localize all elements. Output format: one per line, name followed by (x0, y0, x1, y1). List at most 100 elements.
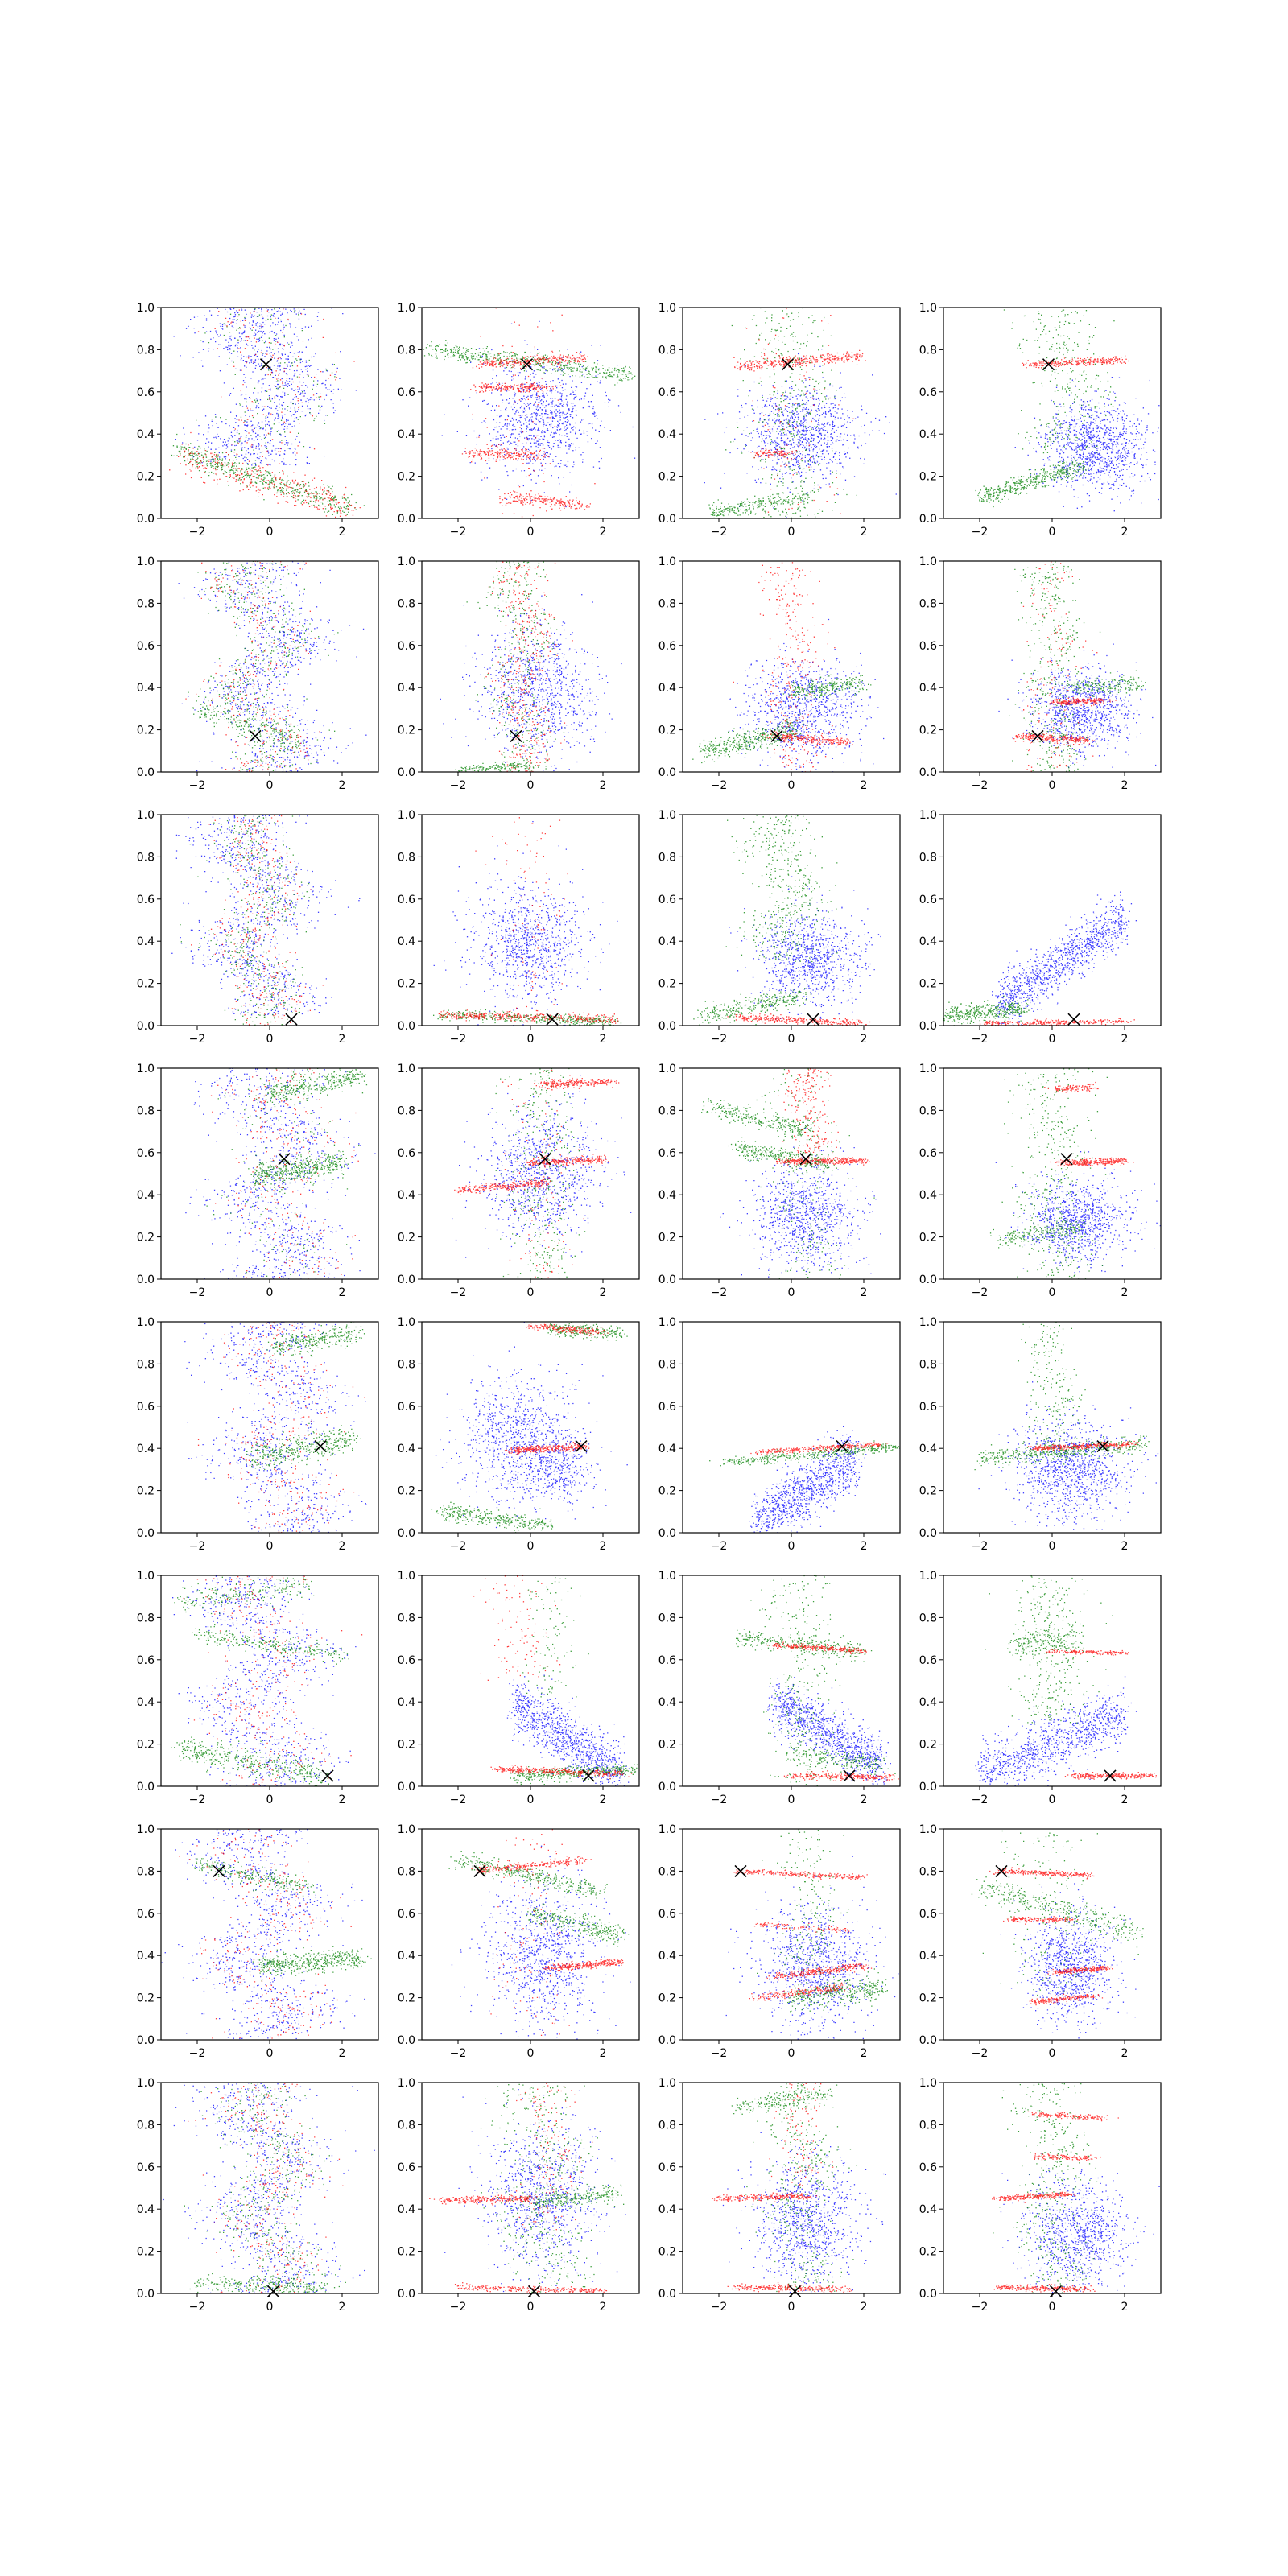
y-tick-label: 0.0 (658, 1274, 676, 1286)
axes-frame (943, 2082, 1162, 2294)
marker-x (799, 1153, 812, 1166)
scatter-series-ff0000 (185, 561, 320, 772)
scatter-series-008000 (692, 674, 872, 764)
y-tick-label: 1.0 (137, 1316, 155, 1329)
x-tick-label: −2 (450, 1794, 467, 1806)
y-tick-label: 0.2 (658, 1739, 676, 1752)
scatter-points (452, 1068, 632, 1279)
y-tick-label: 1.0 (658, 555, 676, 568)
y-tick-label: 0.2 (919, 471, 937, 484)
y-tick-label: 0.8 (137, 1358, 155, 1371)
marker-x (575, 1440, 588, 1453)
x-tick-label: −2 (189, 526, 206, 539)
x-tick-label: −2 (711, 1286, 728, 1299)
x-tick-label: 2 (339, 1286, 346, 1299)
scatter-points (998, 561, 1157, 772)
x-tick-label: 2 (861, 2047, 868, 2060)
scatter-series-008000 (510, 1576, 638, 1785)
scatter-series-008000 (423, 340, 636, 386)
y-tick-label: 1.0 (919, 1570, 937, 1583)
subplot-r1-c3: −2 0 2 0.0 0.2 0.4 0.6 0.8 1.0 (658, 302, 901, 539)
x-tick-label: 2 (1121, 1286, 1129, 1299)
subplot-r6-c3: −2 0 2 0.0 0.2 0.4 0.6 0.8 1.0 (658, 1570, 901, 1806)
x-tick-label: 2 (1121, 526, 1129, 539)
scatter-series-0000ff (452, 1075, 632, 1258)
scatter-series-ff0000 (767, 1641, 899, 1782)
subplot-r7-c2: −2 0 2 0.0 0.2 0.4 0.6 0.8 1.0 (398, 1823, 640, 2060)
x-tick-label: 2 (600, 1033, 607, 1046)
y-tick-label: 0.4 (398, 1443, 415, 1455)
scatter-series-008000 (736, 1575, 896, 1786)
y-tick-label: 0.2 (398, 2246, 415, 2259)
subplot-r3-c3: −2 0 2 0.0 0.2 0.4 0.6 0.8 1.0 (658, 809, 901, 1046)
y-tick-label: 0.0 (137, 2034, 155, 2047)
y-tick-label: 1.0 (398, 302, 415, 315)
y-tick-label: 0.8 (658, 1104, 676, 1117)
y-tick-label: 0.6 (398, 1147, 415, 1160)
y-tick-label: 0.0 (137, 1527, 155, 1540)
y-tick-label: 0.6 (398, 640, 415, 653)
y-tick-label: 0.6 (658, 1908, 676, 1921)
scatter-series-0000ff (1014, 377, 1160, 512)
scatter-series-008000 (757, 1829, 888, 2013)
y-tick-label: 0.2 (658, 1485, 676, 1498)
y-tick-label: 0.4 (137, 1696, 155, 1709)
y-tick-label: 0.2 (398, 1992, 415, 2005)
y-tick-label: 1.0 (919, 1316, 937, 1329)
y-tick-label: 0.6 (137, 1147, 155, 1160)
marker-x (546, 1013, 559, 1026)
y-tick-label: 0.4 (398, 1950, 415, 1963)
x-tick-label: 0 (1049, 1286, 1056, 1299)
x-tick-label: −2 (450, 2301, 467, 2314)
y-tick-label: 0.8 (137, 344, 155, 357)
scatter-series-0000ff (506, 1674, 630, 1786)
y-tick-label: 0.2 (919, 2246, 937, 2259)
y-tick-label: 0.8 (919, 344, 937, 357)
y-tick-label: 0.6 (398, 1654, 415, 1667)
axes-frame (943, 307, 1162, 519)
y-tick-label: 0.2 (398, 1485, 415, 1498)
scatter-series-0000ff (440, 594, 622, 772)
subplot-r1-c1: −2 0 2 0.0 0.2 0.4 0.6 0.8 1.0 (137, 302, 379, 539)
x-tick-label: −2 (972, 1794, 989, 1806)
y-tick-label: 0.2 (658, 978, 676, 991)
scatter-series-ff0000 (169, 308, 361, 518)
marker-x (1096, 1440, 1109, 1453)
x-tick-label: −2 (450, 526, 467, 539)
scatter-points (429, 2083, 626, 2293)
scatter-series-ff0000 (471, 1829, 624, 2037)
y-tick-label: 0.6 (137, 1654, 155, 1667)
x-tick-label: 2 (861, 1033, 868, 1046)
x-tick-label: 0 (266, 1033, 274, 1046)
y-tick-label: 0.8 (919, 2119, 937, 2132)
scatter-series-ff0000 (197, 1322, 365, 1533)
y-tick-label: 0.8 (137, 1612, 155, 1624)
y-tick-label: 1.0 (398, 555, 415, 568)
marker-x (1031, 729, 1044, 743)
scatter-points (163, 2083, 375, 2293)
y-tick-label: 1.0 (137, 555, 155, 568)
scatter-points (171, 815, 361, 1026)
subplot-r6-c4: −2 0 2 0.0 0.2 0.4 0.6 0.8 1.0 (919, 1570, 1162, 1806)
y-tick-label: 1.0 (137, 1570, 155, 1583)
scatter-series-008000 (971, 1830, 1144, 1997)
scatter-series-008000 (989, 1068, 1108, 1279)
x-tick-label: 0 (527, 2301, 535, 2314)
scatter-points (975, 309, 1160, 512)
scatter-series-0000ff (992, 891, 1137, 1026)
x-tick-label: 0 (266, 779, 274, 792)
scatter-series-0000ff (729, 876, 881, 1020)
subplot-r1-c4: −2 0 2 0.0 0.2 0.4 0.6 0.8 1.0 (919, 302, 1162, 539)
marker-x (1104, 1769, 1117, 1782)
y-tick-label: 0.2 (919, 1739, 937, 1752)
y-tick-label: 0.4 (398, 935, 415, 948)
subplot-r3-c1: −2 0 2 0.0 0.2 0.4 0.6 0.8 1.0 (137, 809, 379, 1046)
y-tick-label: 0.6 (137, 2161, 155, 2174)
x-tick-label: −2 (450, 1033, 467, 1046)
axes-frame (682, 1067, 901, 1280)
x-tick-label: 0 (1049, 1033, 1056, 1046)
y-tick-label: 1.0 (398, 1063, 415, 1075)
y-tick-label: 1.0 (398, 1823, 415, 1836)
x-tick-label: 0 (1049, 1540, 1056, 1553)
